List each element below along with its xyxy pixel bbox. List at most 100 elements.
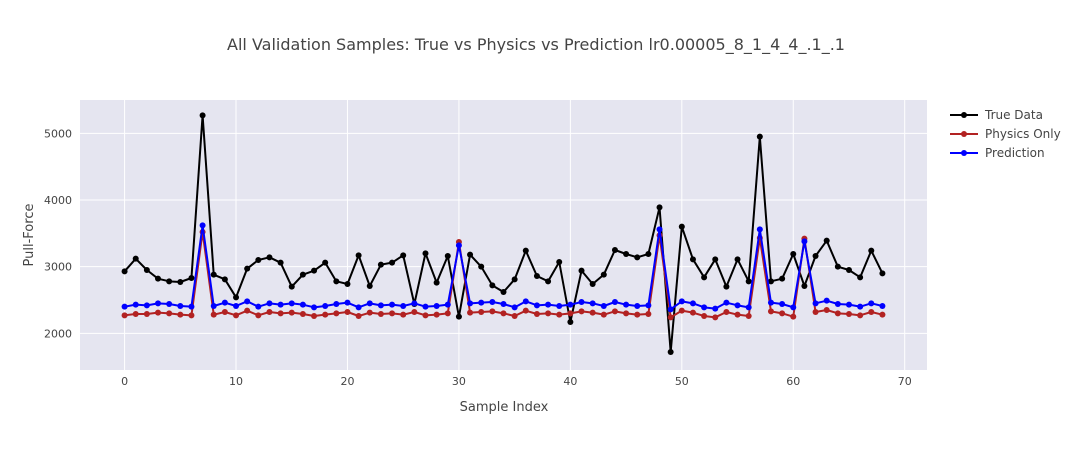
data-point-true-data[interactable] xyxy=(478,263,485,270)
data-point-prediction[interactable] xyxy=(444,301,451,308)
data-point-physics-only[interactable] xyxy=(712,314,719,321)
data-point-true-data[interactable] xyxy=(879,270,886,277)
data-point-prediction[interactable] xyxy=(255,303,262,310)
data-point-physics-only[interactable] xyxy=(522,307,529,314)
data-point-prediction[interactable] xyxy=(143,302,150,309)
data-point-prediction[interactable] xyxy=(767,299,774,306)
data-point-physics-only[interactable] xyxy=(478,309,485,315)
data-point-prediction[interactable] xyxy=(567,301,574,308)
data-point-true-data[interactable] xyxy=(589,281,596,287)
data-point-true-data[interactable] xyxy=(723,283,730,290)
data-point-physics-only[interactable] xyxy=(845,311,852,317)
data-point-physics-only[interactable] xyxy=(277,310,284,317)
data-point-prediction[interactable] xyxy=(311,304,318,311)
data-point-true-data[interactable] xyxy=(233,294,240,301)
data-point-true-data[interactable] xyxy=(600,271,607,278)
data-point-true-data[interactable] xyxy=(857,274,864,281)
data-point-true-data[interactable] xyxy=(511,276,518,283)
data-point-true-data[interactable] xyxy=(634,254,641,261)
data-point-true-data[interactable] xyxy=(377,261,384,268)
data-point-true-data[interactable] xyxy=(143,267,150,273)
data-point-prediction[interactable] xyxy=(656,226,663,233)
data-point-prediction[interactable] xyxy=(623,301,630,308)
data-point-prediction[interactable] xyxy=(467,300,474,307)
data-point-physics-only[interactable] xyxy=(188,312,195,319)
data-point-true-data[interactable] xyxy=(188,275,195,281)
data-point-prediction[interactable] xyxy=(545,301,552,308)
data-point-true-data[interactable] xyxy=(767,278,774,285)
data-point-physics-only[interactable] xyxy=(812,309,819,315)
data-point-true-data[interactable] xyxy=(812,253,819,259)
data-point-physics-only[interactable] xyxy=(299,311,306,317)
data-point-true-data[interactable] xyxy=(277,259,284,266)
data-point-prediction[interactable] xyxy=(233,303,240,309)
data-point-physics-only[interactable] xyxy=(244,307,251,314)
data-point-prediction[interactable] xyxy=(422,303,429,310)
data-point-prediction[interactable] xyxy=(723,299,730,306)
data-point-true-data[interactable] xyxy=(678,223,685,230)
data-point-physics-only[interactable] xyxy=(779,310,786,317)
data-point-true-data[interactable] xyxy=(400,252,407,259)
data-point-true-data[interactable] xyxy=(244,265,251,272)
data-point-prediction[interactable] xyxy=(489,299,496,305)
data-point-prediction[interactable] xyxy=(166,301,173,307)
data-point-prediction[interactable] xyxy=(600,303,607,309)
data-point-true-data[interactable] xyxy=(389,259,396,266)
data-point-true-data[interactable] xyxy=(455,313,462,320)
data-point-physics-only[interactable] xyxy=(489,308,496,315)
data-point-true-data[interactable] xyxy=(689,256,696,263)
data-point-prediction[interactable] xyxy=(634,303,641,309)
data-point-prediction[interactable] xyxy=(121,303,128,310)
data-point-physics-only[interactable] xyxy=(377,311,384,317)
data-point-physics-only[interactable] xyxy=(311,313,318,319)
data-point-prediction[interactable] xyxy=(244,298,251,305)
data-point-physics-only[interactable] xyxy=(645,311,652,317)
data-point-physics-only[interactable] xyxy=(221,309,228,315)
data-point-true-data[interactable] xyxy=(868,247,875,254)
data-point-prediction[interactable] xyxy=(712,305,719,312)
data-point-prediction[interactable] xyxy=(433,303,440,309)
data-point-physics-only[interactable] xyxy=(767,308,774,315)
data-point-true-data[interactable] xyxy=(533,273,540,279)
data-point-prediction[interactable] xyxy=(132,301,139,308)
data-point-physics-only[interactable] xyxy=(567,310,574,317)
data-point-prediction[interactable] xyxy=(199,222,206,229)
data-point-prediction[interactable] xyxy=(879,303,886,309)
data-point-physics-only[interactable] xyxy=(611,308,618,315)
data-point-true-data[interactable] xyxy=(311,267,318,274)
data-point-true-data[interactable] xyxy=(467,251,474,258)
data-point-prediction[interactable] xyxy=(400,303,407,309)
data-point-true-data[interactable] xyxy=(779,275,786,282)
data-point-true-data[interactable] xyxy=(556,259,563,265)
data-point-true-data[interactable] xyxy=(489,282,496,289)
data-point-prediction[interactable] xyxy=(155,300,162,307)
data-point-physics-only[interactable] xyxy=(678,307,685,314)
data-point-physics-only[interactable] xyxy=(623,310,630,317)
data-point-physics-only[interactable] xyxy=(355,313,362,319)
data-point-physics-only[interactable] xyxy=(344,309,351,315)
data-point-true-data[interactable] xyxy=(701,274,708,281)
data-point-prediction[interactable] xyxy=(645,302,652,309)
data-point-physics-only[interactable] xyxy=(545,310,552,317)
data-point-true-data[interactable] xyxy=(422,250,429,257)
data-point-physics-only[interactable] xyxy=(433,311,440,318)
data-point-prediction[interactable] xyxy=(344,299,351,306)
data-point-physics-only[interactable] xyxy=(834,310,841,317)
legend-item-true-data[interactable]: True Data xyxy=(950,108,1043,122)
data-point-prediction[interactable] xyxy=(411,300,418,307)
data-point-physics-only[interactable] xyxy=(723,309,730,315)
data-point-prediction[interactable] xyxy=(389,301,396,308)
data-point-physics-only[interactable] xyxy=(823,307,830,313)
data-point-prediction[interactable] xyxy=(611,299,618,305)
data-point-physics-only[interactable] xyxy=(132,311,139,317)
data-point-physics-only[interactable] xyxy=(689,309,696,316)
data-point-prediction[interactable] xyxy=(322,303,329,309)
data-point-true-data[interactable] xyxy=(578,267,585,274)
data-point-true-data[interactable] xyxy=(823,237,830,244)
data-point-true-data[interactable] xyxy=(567,319,574,325)
data-point-true-data[interactable] xyxy=(623,251,630,257)
data-point-prediction[interactable] xyxy=(355,304,362,311)
data-point-physics-only[interactable] xyxy=(634,311,641,318)
data-point-prediction[interactable] xyxy=(333,301,340,307)
data-point-physics-only[interactable] xyxy=(155,309,162,316)
